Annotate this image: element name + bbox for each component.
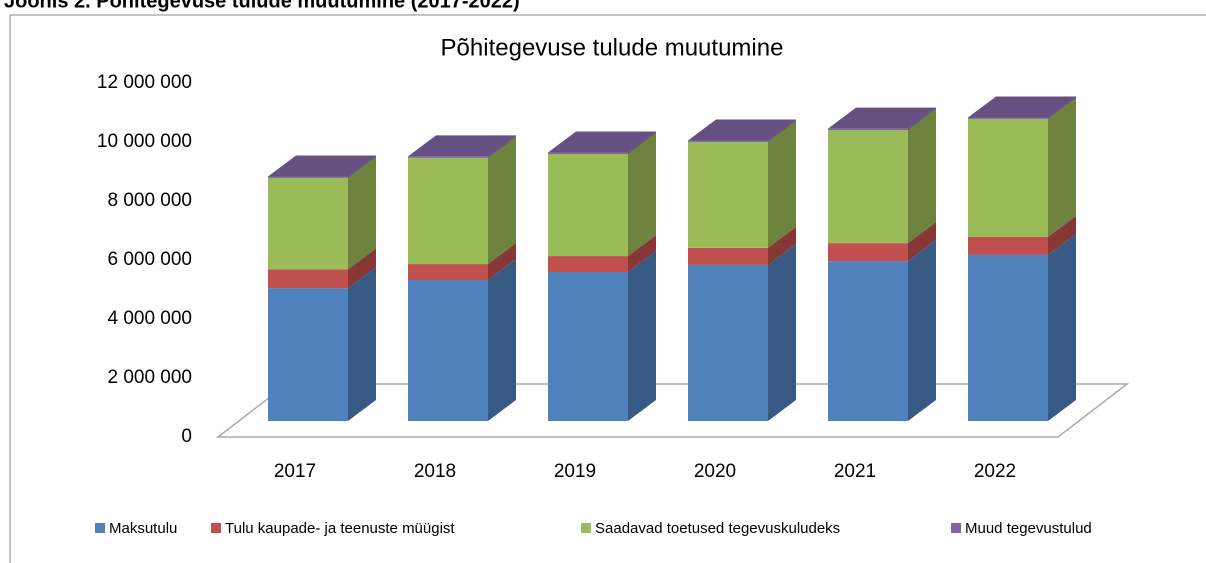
- legend-label: Saadavad toetused tegevuskuludeks: [595, 520, 840, 537]
- bar-segment: [548, 152, 628, 155]
- bar-segment: [688, 140, 768, 142]
- bar-side: [768, 243, 796, 421]
- bar-segment: [828, 130, 908, 244]
- bar-segment: [968, 118, 1048, 237]
- bar-side: [768, 120, 796, 248]
- bar-side: [488, 258, 516, 421]
- y-tick-label: 12 000 000: [97, 72, 192, 93]
- legend-label: Tulu kaupade- ja teenuste müügist: [225, 520, 455, 537]
- bar-segment: [688, 247, 768, 265]
- x-tick-label: 2019: [554, 461, 596, 482]
- bar-side: [628, 133, 656, 257]
- floor: [215, 383, 1130, 438]
- bar-side: [488, 243, 516, 280]
- bar-side: [1048, 97, 1076, 237]
- bar-side: [348, 267, 376, 421]
- bar-segment: [968, 236, 1048, 255]
- bar-side: [768, 119, 796, 142]
- bar-segment: [688, 141, 768, 248]
- bar-side: [1048, 233, 1076, 421]
- x-tick-label: 2021: [834, 461, 876, 482]
- bar-segment: [968, 254, 1048, 421]
- legend-swatch: [951, 523, 961, 533]
- bar-side: [908, 222, 936, 262]
- bar-segment: [828, 261, 908, 421]
- bar-side: [908, 109, 936, 244]
- bar-top: [828, 107, 936, 129]
- bar-segment: [828, 128, 908, 131]
- bar-top: [268, 155, 376, 177]
- bar-side: [1048, 215, 1076, 255]
- bar-segment: [408, 157, 488, 265]
- y-tick-label: 8 000 000: [107, 190, 192, 211]
- legend-swatch: [211, 523, 221, 533]
- y-tick-label: 4 000 000: [107, 308, 192, 329]
- x-tick-label: 2022: [974, 461, 1016, 482]
- bar-top: [688, 119, 796, 141]
- y-tick-label: 2 000 000: [107, 367, 192, 388]
- x-tick-label: 2020: [694, 461, 736, 482]
- bar-segment: [268, 269, 348, 289]
- bar-segment: [408, 264, 488, 280]
- bar-top: [408, 135, 516, 157]
- bar-side: [628, 251, 656, 421]
- bar-segment: [548, 272, 628, 421]
- x-tick-label: 2018: [414, 461, 456, 482]
- bar-side: [348, 156, 376, 270]
- bar-segment: [408, 279, 488, 421]
- bar-side: [628, 131, 656, 155]
- legend-swatch: [581, 523, 591, 533]
- bar-segment: [548, 256, 628, 273]
- bar-segment: [548, 154, 628, 257]
- bar-side: [488, 135, 516, 158]
- bar-segment: [268, 176, 348, 178]
- bar-side: [348, 155, 376, 178]
- bar-side: [488, 136, 516, 265]
- x-tick-label: 2017: [274, 461, 316, 482]
- bar-top: [968, 96, 1076, 118]
- bar-segment: [828, 243, 908, 262]
- bar-side: [908, 107, 936, 131]
- chart-title: Põhitegevuse tulude muutumine: [441, 34, 784, 61]
- bar-side: [628, 235, 656, 273]
- bar-top: [548, 131, 656, 153]
- bar-segment: [968, 117, 1048, 119]
- bar-segment: [268, 177, 348, 270]
- page-header: Joonis 2. Põhitegevuse tulude muutumine …: [4, 0, 520, 12]
- bar-side: [768, 226, 796, 265]
- legend-label: Maksutulu: [109, 520, 177, 537]
- bar-segment: [408, 156, 488, 158]
- y-tick-label: 0: [181, 426, 192, 447]
- legend-swatch: [95, 523, 105, 533]
- y-tick-label: 10 000 000: [97, 131, 192, 152]
- bar-segment: [268, 288, 348, 421]
- legend-label: Muud tegevustulud: [965, 520, 1092, 537]
- y-tick-label: 6 000 000: [107, 249, 192, 270]
- bar-side: [908, 240, 936, 421]
- bar-segment: [688, 264, 768, 421]
- bar-side: [1048, 96, 1076, 119]
- bar-side: [348, 248, 376, 289]
